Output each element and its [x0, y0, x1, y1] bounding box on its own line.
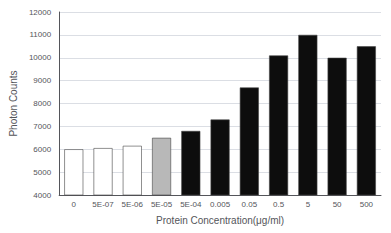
svg-text:7000: 7000	[33, 122, 51, 131]
svg-text:500: 500	[360, 200, 374, 209]
svg-text:10000: 10000	[29, 53, 52, 62]
svg-text:Protein Concentration(μg/ml): Protein Concentration(μg/ml)	[156, 215, 284, 226]
svg-text:0.005: 0.005	[210, 200, 231, 209]
svg-text:5000: 5000	[33, 168, 51, 177]
svg-text:5E-05: 5E-05	[151, 200, 173, 209]
svg-text:8000: 8000	[33, 99, 51, 108]
svg-text:5E-04: 5E-04	[180, 200, 202, 209]
svg-text:11000: 11000	[29, 30, 51, 39]
svg-text:0.05: 0.05	[242, 200, 258, 209]
svg-text:5E-07: 5E-07	[92, 200, 114, 209]
svg-text:5: 5	[306, 200, 311, 209]
svg-text:0: 0	[72, 200, 77, 209]
svg-text:6000: 6000	[33, 145, 51, 154]
svg-text:12000: 12000	[29, 8, 52, 17]
svg-text:9000: 9000	[33, 76, 51, 85]
svg-text:5E-06: 5E-06	[122, 200, 144, 209]
svg-text:0.5: 0.5	[273, 200, 285, 209]
svg-text:Photon Counts: Photon Counts	[8, 70, 19, 136]
svg-text:50: 50	[333, 200, 342, 209]
svg-text:4000: 4000	[33, 191, 51, 200]
